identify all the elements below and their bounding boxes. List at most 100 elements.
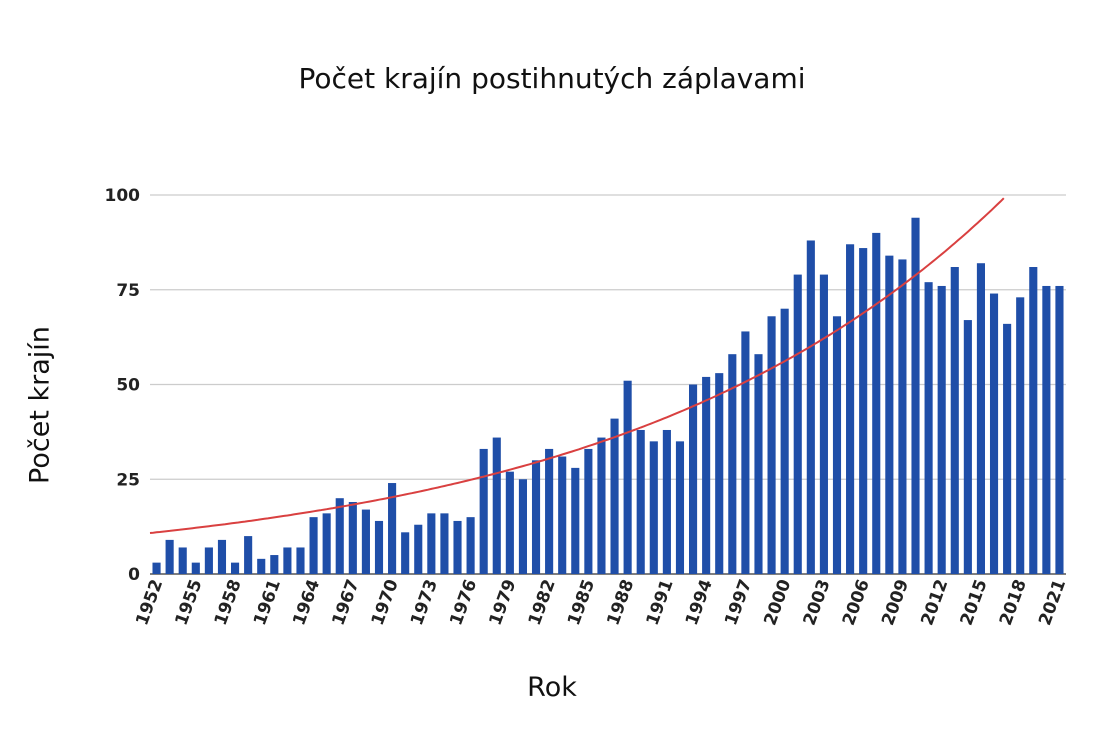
bar-2016 (989, 293, 999, 574)
x-tick-label: 2018 (996, 577, 1031, 628)
bar-1975 (453, 520, 462, 574)
bar-2013 (950, 267, 959, 574)
bar-1996 (728, 354, 737, 574)
x-tick-label: 1982 (525, 577, 560, 628)
bar-1971 (401, 532, 410, 574)
x-tick-label: 2003 (800, 577, 835, 628)
y-tick-label: 0 (128, 565, 140, 585)
bar-1961 (270, 555, 279, 574)
bar-2002 (806, 240, 815, 575)
bar-2019 (1029, 267, 1038, 574)
bar-1979 (505, 471, 514, 574)
bar-1962 (283, 547, 292, 574)
bar-2017 (1003, 323, 1012, 574)
bar-1990 (649, 441, 658, 574)
x-tick-label: 1976 (446, 577, 481, 628)
bar-1965 (322, 513, 331, 574)
bar-1983 (558, 456, 567, 574)
bar-2007 (872, 232, 881, 574)
x-tick-label: 2006 (839, 577, 874, 628)
bar-1963 (296, 547, 305, 574)
bar-1959 (244, 536, 253, 574)
bar-1973 (427, 513, 436, 574)
x-tick-label: 1958 (211, 577, 246, 628)
bar-2012 (937, 285, 946, 574)
bar-1968 (361, 509, 370, 574)
bar-2008 (885, 255, 894, 574)
x-tick-label: 1961 (250, 577, 285, 628)
x-tick-label: 1988 (603, 577, 638, 628)
x-tick-label: 1994 (682, 577, 717, 628)
bar-1966 (335, 498, 344, 574)
y-tick-label: 75 (116, 281, 140, 301)
bar-2015 (976, 263, 985, 574)
bar-1991 (662, 429, 671, 574)
x-tick-label: 1973 (407, 577, 442, 628)
bar-1955 (191, 562, 200, 574)
bar-1980 (518, 479, 527, 574)
bar-1960 (257, 558, 266, 574)
bar-1999 (767, 316, 776, 574)
bar-2021 (1055, 285, 1064, 574)
x-tick-label: 1991 (643, 577, 678, 628)
bar-2014 (963, 320, 972, 574)
bar-1957 (217, 539, 227, 574)
bar-1978 (492, 437, 501, 574)
x-tick-label: 2021 (1035, 577, 1070, 628)
bar-1995 (715, 373, 724, 574)
x-tick-label: 1985 (564, 577, 599, 628)
bar-1970 (388, 483, 397, 574)
bar-2006 (859, 248, 868, 574)
bar-1989 (636, 429, 645, 574)
bar-1992 (675, 441, 685, 574)
bar-1998 (754, 354, 763, 574)
bar-1993 (689, 384, 698, 574)
bar-1972 (414, 524, 423, 574)
bar-2009 (898, 259, 907, 574)
bar-1974 (440, 513, 449, 574)
x-tick-label: 1979 (486, 577, 521, 628)
y-tick-label: 50 (116, 376, 140, 396)
x-tick-label: 1970 (368, 577, 403, 628)
x-tick-label: 2012 (917, 577, 952, 628)
x-axis-label: Rok (527, 672, 577, 703)
bar-1967 (348, 501, 357, 574)
bar-1954 (178, 547, 187, 574)
bar-1988 (623, 380, 632, 574)
bar-1982 (545, 448, 554, 574)
x-tick-label: 1967 (329, 577, 364, 628)
bar-1969 (374, 520, 384, 574)
bar-1981 (531, 460, 541, 574)
x-tick-label: 2015 (957, 577, 992, 628)
bar-2005 (846, 244, 855, 574)
bar-1952 (152, 562, 161, 574)
bar-2018 (1016, 297, 1025, 574)
bar-1953 (165, 539, 174, 574)
x-tick-label: 2000 (760, 577, 795, 628)
bar-2020 (1042, 285, 1051, 574)
bar-1994 (702, 376, 711, 574)
bar-1977 (479, 448, 488, 574)
y-tick-label: 100 (105, 186, 141, 206)
bar-1956 (204, 547, 213, 574)
bar-2003 (819, 274, 828, 574)
bar-1987 (610, 418, 619, 574)
x-tick-label: 1997 (721, 577, 756, 628)
bar-2000 (780, 308, 789, 574)
bar-2010 (911, 217, 920, 575)
chart-title: Počet krajín postihnutých záplavami (298, 62, 806, 95)
bar-2004 (832, 316, 842, 574)
bar-1958 (231, 562, 240, 574)
bar-1964 (309, 517, 318, 574)
x-tick-label: 2009 (878, 577, 913, 628)
bar-1997 (741, 331, 750, 574)
x-tick-label: 1964 (289, 577, 324, 628)
bar-1985 (584, 448, 593, 574)
bar-2001 (793, 274, 802, 574)
trend-line (149, 197, 1005, 534)
y-tick-label: 25 (116, 470, 140, 490)
x-tick-label: 1955 (172, 577, 207, 628)
bar-1984 (571, 467, 580, 574)
bar-1986 (597, 437, 606, 574)
